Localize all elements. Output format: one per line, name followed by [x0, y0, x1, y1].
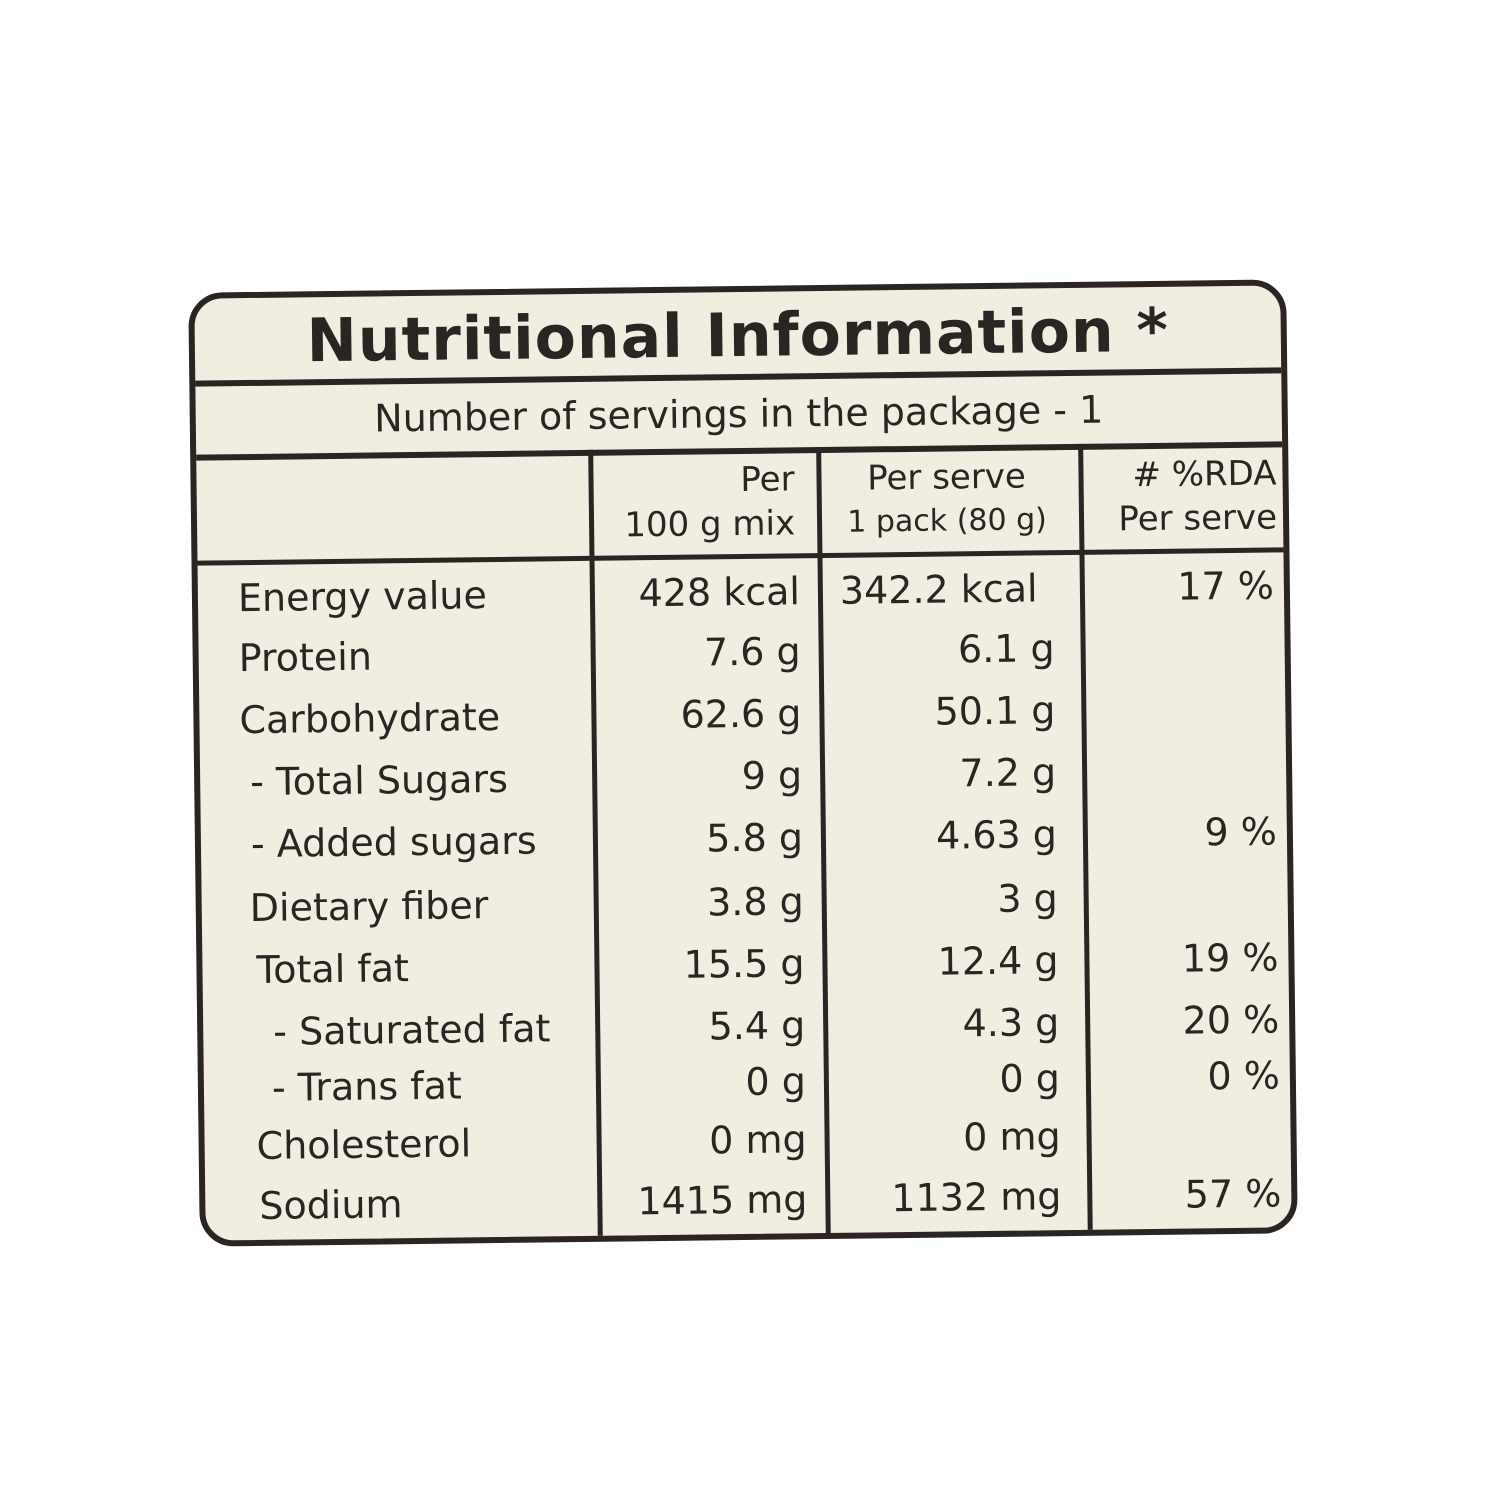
value-per-100g: 9 g: [741, 753, 803, 799]
nutrition-label: Nutritional Information * Number of serv…: [188, 279, 1298, 1247]
value-per-serve: 342.2 kcal: [839, 566, 1038, 613]
value-per-serve: 4.63 g: [935, 812, 1058, 858]
value-per-100g: 0 g: [745, 1059, 807, 1104]
value-rda: 20 %: [1182, 997, 1280, 1043]
value-rda: 19 %: [1181, 935, 1279, 981]
value-per-100g: 0 mg: [708, 1117, 807, 1163]
nutrient-name: - Total Sugars: [249, 756, 509, 805]
nutrient-name: Sodium: [259, 1182, 403, 1228]
value-per-serve: 4.3 g: [962, 1000, 1060, 1046]
header-line: Per serve: [1118, 497, 1278, 540]
value-per-100g: 5.4 g: [708, 1003, 806, 1049]
value-per-100g: 3.8 g: [706, 879, 804, 925]
nutrient-name: Total fat: [256, 946, 410, 992]
value-rda: [1090, 739, 1276, 741]
value-rda: 0 %: [1207, 1053, 1281, 1099]
value-per-serve: 0 g: [999, 1056, 1061, 1101]
header-per-100g: Per 100 g mix: [594, 457, 795, 551]
value-per-serve: 3 g: [997, 876, 1058, 921]
nutrient-name: - Trans fat: [271, 1063, 463, 1110]
value-per-100g: 7.6 g: [703, 629, 801, 675]
value-per-100g: 15.5 g: [683, 941, 805, 987]
value-per-serve: 7.2 g: [959, 750, 1057, 796]
header-line: 100 g mix: [624, 503, 796, 546]
value-per-serve: 1132 mg: [891, 1174, 1062, 1221]
nutrient-name: Dietary fiber: [249, 883, 489, 931]
header-line: 1 pack (80 g): [847, 502, 1048, 540]
nutrient-name: - Added sugars: [250, 818, 537, 867]
header-rda: # %RDA Per serve: [1086, 451, 1277, 545]
value-per-serve: 0 mg: [962, 1114, 1061, 1160]
label-title: Nutritional Information *: [306, 295, 1170, 377]
value-rda: 57 %: [1184, 1171, 1282, 1217]
header-line: Per: [740, 459, 795, 501]
value-rda: [1091, 865, 1277, 867]
value-per-100g: 62.6 g: [680, 691, 802, 737]
value-per-serve: 12.4 g: [937, 938, 1059, 984]
nutrient-name: Protein: [238, 634, 373, 681]
value-per-serve: 50.1 g: [934, 688, 1056, 734]
value-rda: 17 %: [1177, 563, 1275, 609]
nutrient-name: Cholesterol: [256, 1121, 472, 1168]
nutrient-name: Energy value: [237, 573, 488, 621]
table-row: - Added sugars 5.8 g 4.63 g 9 %: [201, 801, 1288, 874]
servings-info: Number of servings in the package - 1: [373, 387, 1104, 441]
header-line: # %RDA: [1132, 453, 1277, 496]
table-row: Protein 7.6 g 6.1 g: [198, 615, 1285, 688]
table-row: Carbohydrate 62.6 g 50.1 g: [199, 677, 1286, 750]
value-per-serve: 6.1 g: [957, 626, 1055, 672]
header-line: Per serve: [866, 456, 1027, 499]
value-per-100g: 428 kcal: [638, 569, 801, 616]
value-per-100g: 1415 mg: [637, 1177, 808, 1224]
value-rda: 9 %: [1204, 809, 1278, 855]
table-row: Dietary fiber 3.8 g 3 g: [201, 865, 1288, 938]
table-row: Sodium 1415 mg 1132 mg 57 %: [205, 1163, 1292, 1236]
value-per-100g: 5.8 g: [706, 815, 804, 861]
table-row: - Total Sugars 9 g 7.2 g: [200, 739, 1287, 812]
nutrient-name: Carbohydrate: [239, 694, 501, 743]
table-row: Total fat 15.5 g 12.4 g 19 %: [202, 927, 1289, 1000]
value-rda: [1089, 677, 1275, 679]
header-per-serve: Per serve 1 pack (80 g): [826, 454, 1067, 549]
nutrient-name: - Saturated fat: [272, 1006, 551, 1054]
